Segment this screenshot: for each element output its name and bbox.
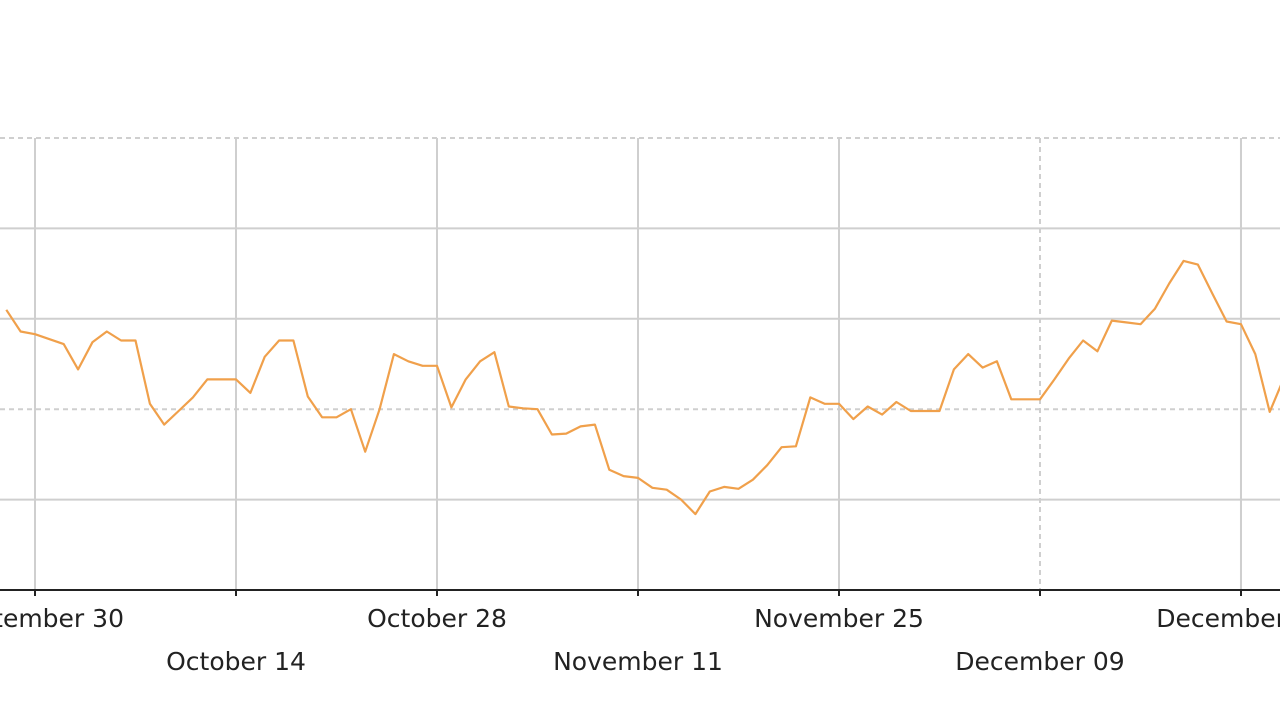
x-tick-label: September 30 xyxy=(0,604,124,633)
x-tick-label: November 11 xyxy=(553,647,723,676)
x-tick-label: October 28 xyxy=(367,604,507,633)
x-tick-label: December 09 xyxy=(955,647,1124,676)
data-line xyxy=(5,259,1280,516)
x-tick-label: December 23 xyxy=(1156,604,1280,633)
x-tick-label: November 25 xyxy=(754,604,924,633)
x-tick-label: October 14 xyxy=(166,647,306,676)
